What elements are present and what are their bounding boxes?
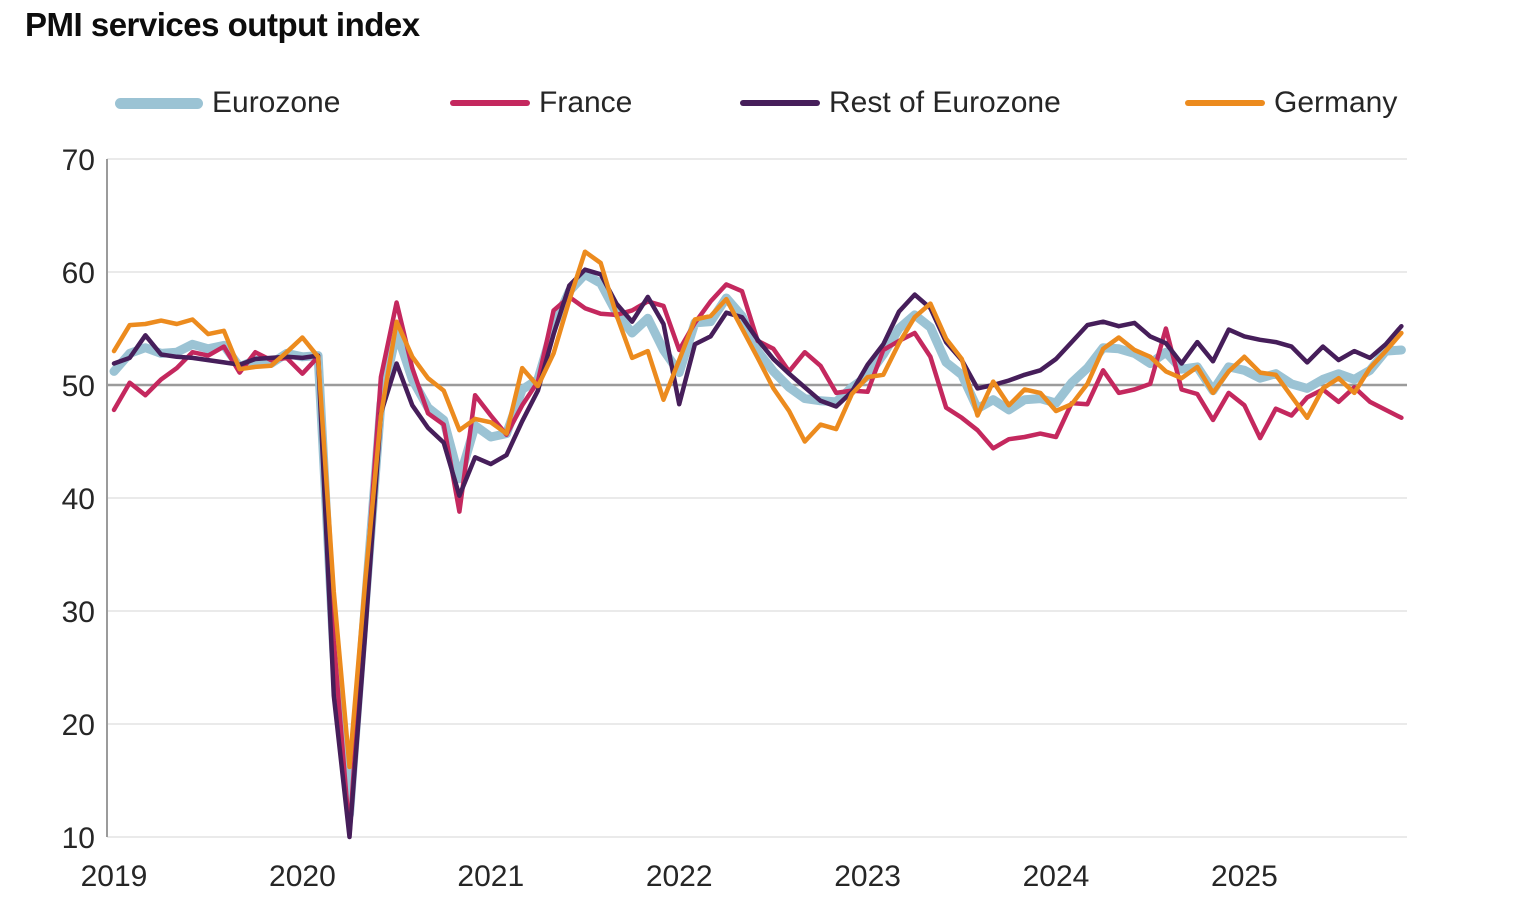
y-tick-label-30: 30 [62,596,95,629]
y-tick-label-60: 60 [62,257,95,290]
y-tick-label-10: 10 [62,822,95,855]
legend-label-rest-of-eurozone: Rest of Eurozone [829,86,1061,119]
legend-label-germany: Germany [1274,86,1398,119]
legend-item-germany: Germany [1185,84,1397,122]
series-line-france [111,282,1404,837]
x-tick-label-2023: 2023 [834,860,901,893]
legend-swatch-germany [1185,100,1265,106]
x-tick-label-2025: 2025 [1211,860,1278,893]
chart-title: PMI services output index [25,6,420,43]
x-tick-label-2021: 2021 [457,860,524,893]
legend-swatch-france [450,100,530,106]
y-tick-label-70: 70 [62,144,95,177]
legend-label-france: France [539,86,633,119]
x-tick-label-2019: 2019 [81,860,148,893]
legend-item-france: France [450,84,632,122]
x-tick-label-2024: 2024 [1023,860,1090,893]
y-tick-label-20: 20 [62,709,95,742]
y-tick-label-50: 50 [62,370,95,403]
legend-swatch-rest-of-eurozone [740,100,820,106]
legend-swatch-eurozone [115,97,203,109]
chart-legend: Eurozone France Rest of Eurozone Germany [0,84,1524,122]
legend-item-rest-of-eurozone: Rest of Eurozone [740,84,1061,122]
legend-label-eurozone: Eurozone [212,86,341,119]
x-tick-label-2020: 2020 [269,860,336,893]
series-line-germany [111,249,1404,770]
x-tick-label-2022: 2022 [646,860,713,893]
series-line-rest-of-eurozone [111,267,1404,840]
legend-item-eurozone: Eurozone [115,84,340,122]
y-tick-label-40: 40 [62,483,95,516]
